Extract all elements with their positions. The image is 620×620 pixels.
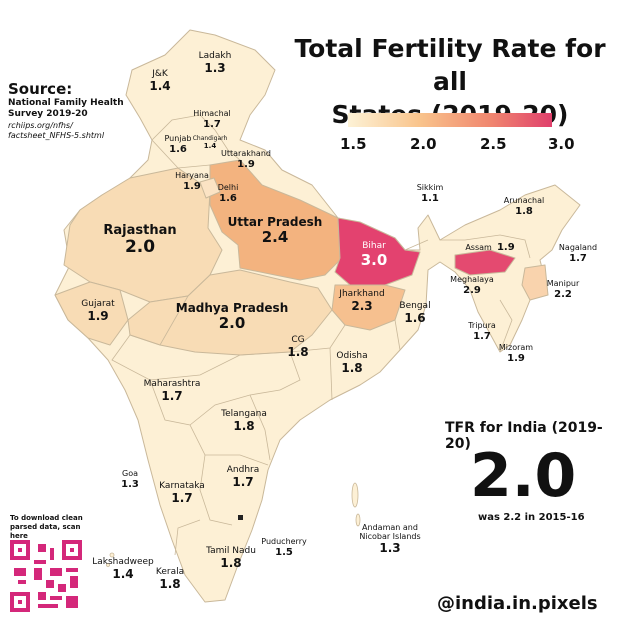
- state-label-maharashtra: Maharashtra 1.7: [143, 379, 201, 403]
- state-label-odisha: Odisha 1.8: [336, 351, 368, 375]
- india-tfr-value: 2.0: [470, 441, 577, 511]
- state-label-ladakh: Ladakh 1.3: [198, 51, 232, 75]
- state-label-kerala: Kerala 1.8: [155, 567, 185, 591]
- state-label-uttarakhand: Uttarakhand 1.9: [221, 149, 271, 170]
- state-label-jk: J&K 1.4: [149, 69, 171, 93]
- state-label-telangana: Telangana 1.8: [221, 409, 267, 433]
- state-label-andhra: Andhra 1.7: [226, 465, 260, 489]
- state-label-rajasthan: Rajasthan 2.0: [103, 223, 177, 258]
- bihar-region: [334, 217, 421, 286]
- legend-tick-4: 3.0: [548, 135, 575, 153]
- state-label-goa: Goa 1.3: [121, 469, 139, 490]
- india-tfr-heading: TFR for India (2019-20): [445, 420, 603, 452]
- state-label-manipur: Manipur 2.2: [546, 279, 580, 300]
- legend-tick-2: 2.0: [410, 135, 437, 153]
- state-label-jharkhand: Jharkhand 2.3: [339, 289, 385, 313]
- state-label-delhi: Delhi 1.6: [217, 183, 239, 204]
- india-tfr-previous: was 2.2 in 2015-16: [478, 512, 585, 523]
- state-label-andaman-nicobar: Andaman and Nicobar Islands 1.3: [359, 523, 421, 555]
- state-label-chandigarh: Chandigarh 1.4: [192, 135, 228, 150]
- uttar-pradesh-region: [209, 159, 341, 281]
- state-label-bihar: Bihar 3.0: [360, 241, 388, 269]
- state-label-bengal: Bengal 1.6: [399, 301, 431, 325]
- source-body: National Family Health Survey 2019-20: [8, 98, 124, 119]
- meghalaya-region: [454, 249, 516, 276]
- qr-code-icon[interactable]: [10, 540, 82, 612]
- state-label-madhya-pradesh: Madhya Pradesh 2.0: [175, 301, 289, 333]
- state-label-meghalaya: Meghalaya 2.9: [450, 275, 494, 296]
- state-label-tripura: Tripura 1.7: [468, 321, 496, 342]
- state-label-tamil-nadu: Tamil Nadu 1.8: [206, 546, 256, 570]
- state-label-karnataka: Karnataka 1.7: [159, 481, 205, 505]
- download-note: To download clean parsed data, scan here: [10, 514, 83, 540]
- gujarat-region: [54, 281, 129, 346]
- state-label-assam: Assam 1.9: [465, 242, 515, 253]
- legend-tick-1: 1.5: [340, 135, 367, 153]
- legend-tick-3: 2.5: [480, 135, 507, 153]
- state-label-uttar-pradesh: Uttar Pradesh 2.4: [227, 215, 323, 247]
- state-label-cg: CG 1.8: [287, 335, 309, 359]
- source-heading: Source:: [8, 80, 73, 98]
- state-label-arunachal: Arunachal 1.8: [503, 196, 545, 217]
- author-handle[interactable]: @india.in.pixels: [437, 593, 598, 614]
- legend-gradient-bar: [348, 113, 552, 127]
- jharkhand-region: [331, 284, 406, 331]
- delhi-region: [199, 177, 221, 199]
- state-label-sikkim: Sikkim 1.1: [416, 183, 444, 204]
- puducherry-marker: [238, 515, 243, 520]
- state-label-gujarat: Gujarat 1.9: [81, 299, 115, 323]
- source-url: rchiips.org/nfhs/ factsheet_NFHS-5.shtml: [8, 121, 105, 140]
- state-label-mizoram: Mizoram 1.9: [498, 343, 534, 364]
- manipur-region: [521, 264, 549, 301]
- state-label-lakshadweep: Lakshadweep 1.4: [92, 557, 154, 581]
- state-label-puducherry: Puducherry 1.5: [261, 537, 307, 558]
- state-label-himachal: Himachal 1.7: [193, 109, 231, 130]
- state-label-haryana: Haryana 1.9: [175, 171, 209, 192]
- title-line-1: Total Fertility Rate for all: [294, 34, 606, 96]
- state-label-punjab: Punjab 1.6: [164, 134, 192, 155]
- state-label-nagaland: Nagaland 1.7: [558, 243, 598, 264]
